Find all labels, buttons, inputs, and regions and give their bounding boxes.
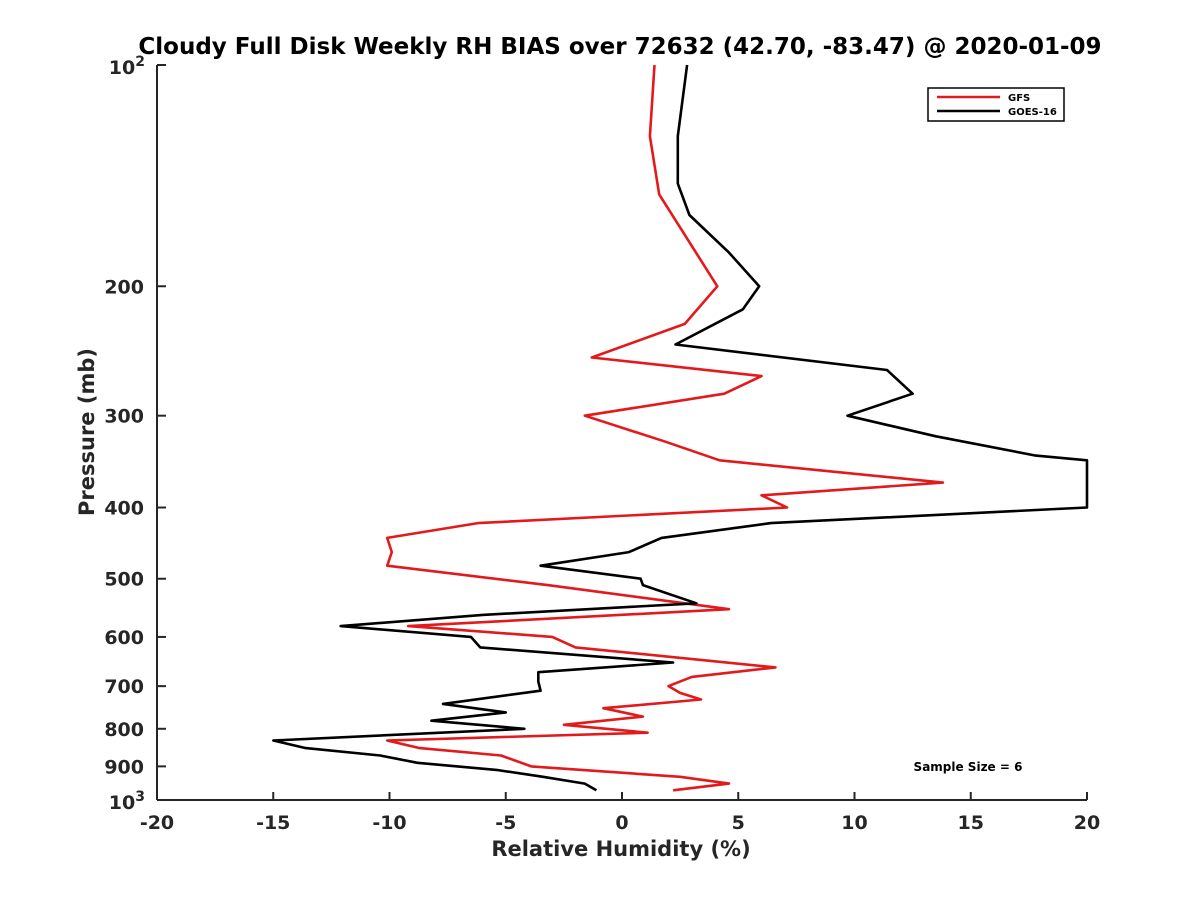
x-tick-label: 15 [958,812,984,834]
y-tick-label: 300 [104,406,144,428]
x-tick-label: -20 [140,812,174,834]
series-line-gfs [385,64,945,792]
y-tick-label: 102 [109,54,145,79]
x-tick-label: -10 [372,812,406,834]
x-tick-label: 20 [1074,812,1100,834]
y-tick-label: 600 [104,627,144,649]
x-tick-label: -5 [495,812,516,834]
y-tick-label: 500 [104,569,144,591]
legend-label: GFS [1008,93,1030,104]
legend: GFS GOES-16 [927,87,1065,122]
sample-size-annotation: Sample Size = 6 [914,760,1023,774]
x-tick-label: 5 [732,812,745,834]
x-tick-label: -15 [256,812,290,834]
plot-axes: -20 -15 -10 -5 0 5 10 15 20 200 300 400 500 600 700 800… [104,54,1100,834]
chart-title: Cloudy Full Disk Weekly RH BIAS over 726… [138,34,1101,60]
series-layer [271,64,1089,792]
y-axis-title: Pressure (mb) [75,348,99,516]
x-axis-title: Relative Humidity (%) [491,837,750,861]
y-tick-label: 800 [104,719,144,741]
legend-box [927,87,1065,122]
y-tick-label: 200 [104,276,144,298]
legend-label: GOES-16 [1008,107,1057,118]
series-line-goes-16 [271,64,1089,792]
y-tick-label: 900 [104,756,144,778]
y-tick-label: 700 [104,676,144,698]
x-tick-label: 0 [615,812,628,834]
y-tick-label: 103 [109,789,145,814]
x-tick-label: 10 [841,812,867,834]
y-tick-label: 400 [104,498,144,520]
